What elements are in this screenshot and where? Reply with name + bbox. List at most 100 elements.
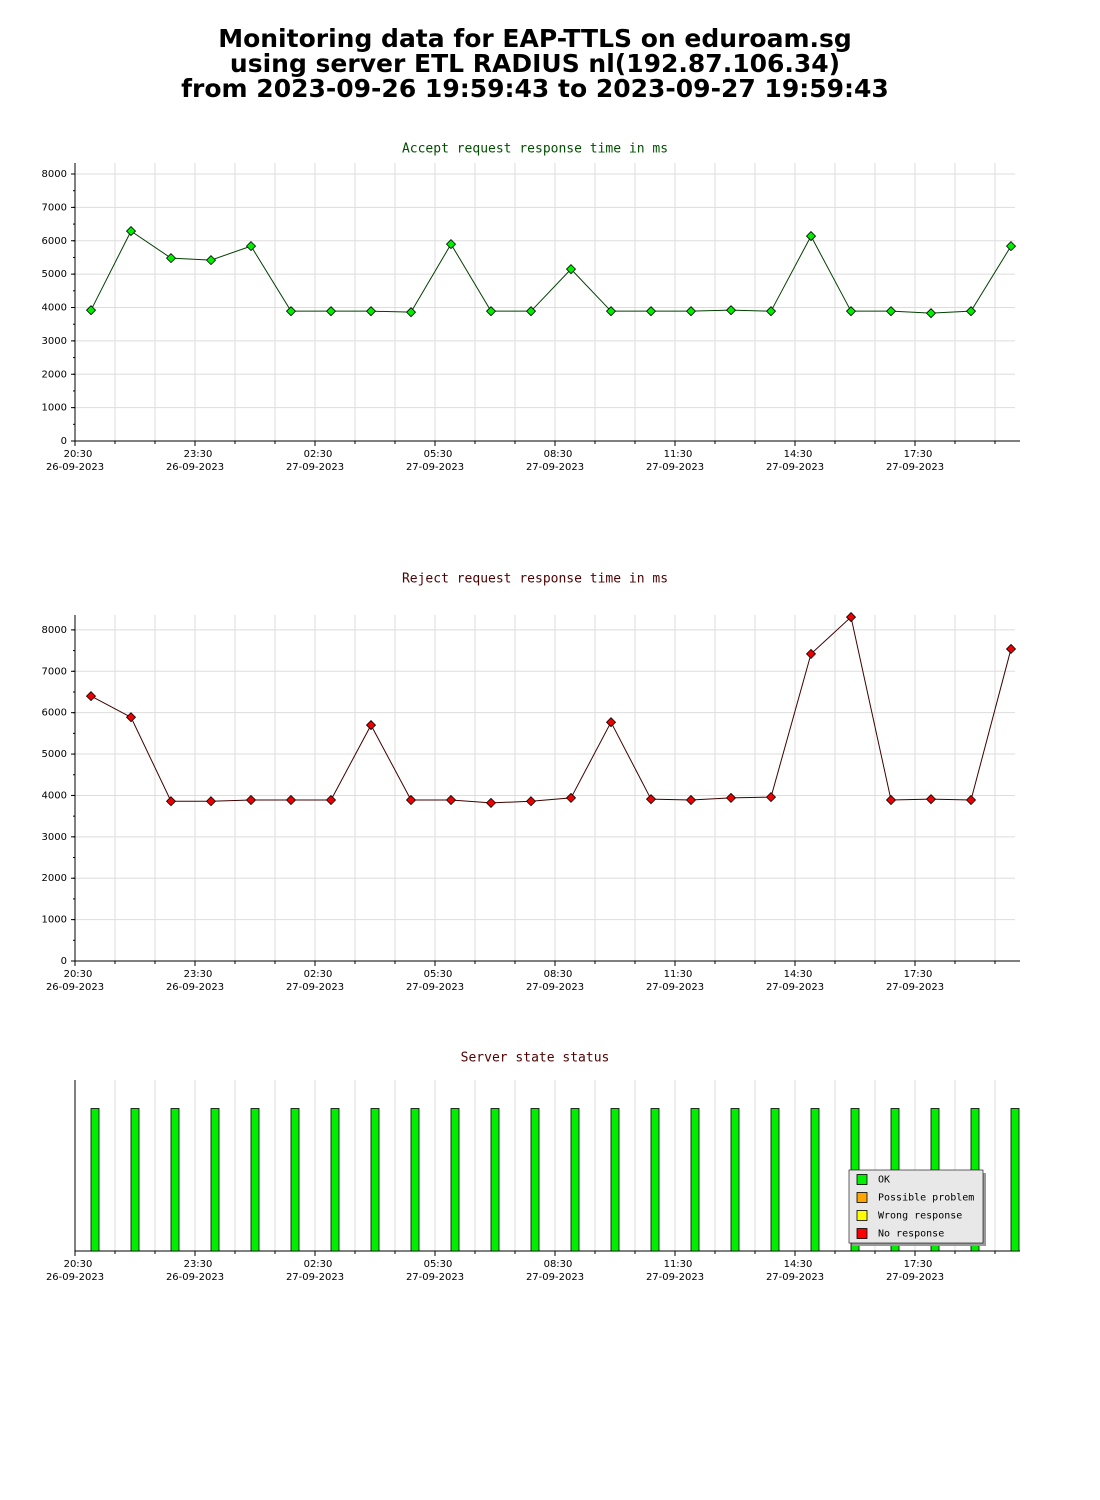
y-tick-label: 8000 [42,169,67,180]
x-tick-label: 14:30 [784,1259,813,1270]
legend-label: Possible problem [878,1193,974,1204]
marker [725,792,737,803]
marker [485,797,497,808]
marker [365,720,377,731]
marker [885,794,897,806]
x-tick-label: 02:30 [304,969,333,980]
marker [1005,241,1017,252]
y-tick-label: 3000 [42,336,67,347]
x-tick-date: 27-09-2023 [526,1272,584,1283]
x-tick-date: 27-09-2023 [406,1272,464,1283]
y-tick-label: 7000 [42,666,67,677]
bar [490,1108,500,1252]
x-tick-date: 27-09-2023 [286,462,344,473]
x-tick-date: 26-09-2023 [46,1272,104,1283]
marker [885,306,897,317]
x-tick-date: 26-09-2023 [166,982,224,993]
y-tick-label: 5000 [42,269,67,280]
bar [330,1108,340,1252]
marker [845,612,857,623]
x-tick-date: 27-09-2023 [526,462,584,473]
x-tick-date: 27-09-2023 [886,462,944,473]
marker [285,794,297,806]
marker [765,792,777,803]
marker [405,794,417,806]
marker [605,717,617,728]
marker [325,306,337,317]
y-tick-label: 5000 [42,749,67,760]
marker [685,794,697,806]
x-tick-date: 27-09-2023 [526,982,584,993]
marker [965,794,977,806]
legend-swatch [856,1228,868,1239]
x-tick-label: 23:30 [184,969,213,980]
x-tick-date: 26-09-2023 [166,462,224,473]
x-tick-label: 11:30 [664,449,693,460]
marker [445,239,457,250]
x-tick-label: 08:30 [544,969,573,980]
chart-title: Accept request response time in ms [402,142,668,157]
y-tick-label: 7000 [42,202,67,213]
bar [810,1108,820,1252]
x-tick-label: 08:30 [544,449,573,460]
bar [290,1108,300,1252]
x-tick-date: 27-09-2023 [406,982,464,993]
x-tick-label: 14:30 [784,449,813,460]
x-tick-date: 27-09-2023 [286,1272,344,1283]
marker [365,306,377,317]
marker [1005,643,1017,655]
bar [410,1108,420,1252]
x-tick-label: 05:30 [424,449,453,460]
x-tick-label: 20:30 [64,969,93,980]
marker [285,306,297,317]
y-tick-label: 2000 [42,369,67,380]
marker [165,796,177,807]
line [90,230,1012,314]
x-tick-label: 02:30 [304,449,333,460]
marker [765,306,777,317]
x-tick-date: 26-09-2023 [166,1272,224,1283]
marker [805,648,817,659]
marker [405,307,417,318]
marker [645,306,657,317]
marker [485,306,497,317]
marker [925,308,937,319]
x-tick-label: 14:30 [784,969,813,980]
marker [85,691,97,702]
bar [690,1108,700,1252]
marker [805,231,817,242]
page-title: using server ETL RADIUS nl(192.87.106.34… [230,49,840,78]
marker [165,253,177,264]
bar [1010,1108,1020,1252]
marker [125,712,137,723]
legend-label: Wrong response [878,1211,962,1222]
marker [445,794,457,806]
bar [650,1108,660,1252]
legend-label: No response [878,1229,944,1240]
bar [130,1108,140,1252]
bar [210,1108,220,1252]
legend-swatch [856,1174,868,1185]
y-tick-label: 1000 [42,915,67,926]
x-tick-label: 23:30 [184,449,213,460]
bar [450,1108,460,1252]
x-tick-label: 20:30 [64,449,93,460]
legend-swatch [856,1192,868,1203]
x-tick-label: 08:30 [544,1259,573,1270]
x-tick-date: 27-09-2023 [646,462,704,473]
marker [125,226,137,237]
chart-title: Server state status [461,1051,610,1066]
x-tick-label: 17:30 [904,1259,933,1270]
x-tick-date: 27-09-2023 [886,1272,944,1283]
bar [570,1108,580,1252]
bar [530,1108,540,1252]
marker [525,796,537,807]
bar [170,1108,180,1252]
x-tick-label: 02:30 [304,1259,333,1270]
legend-box [848,1169,984,1244]
x-tick-label: 17:30 [904,449,933,460]
bar [610,1108,620,1252]
x-tick-label: 17:30 [904,969,933,980]
x-tick-label: 11:30 [664,1259,693,1270]
